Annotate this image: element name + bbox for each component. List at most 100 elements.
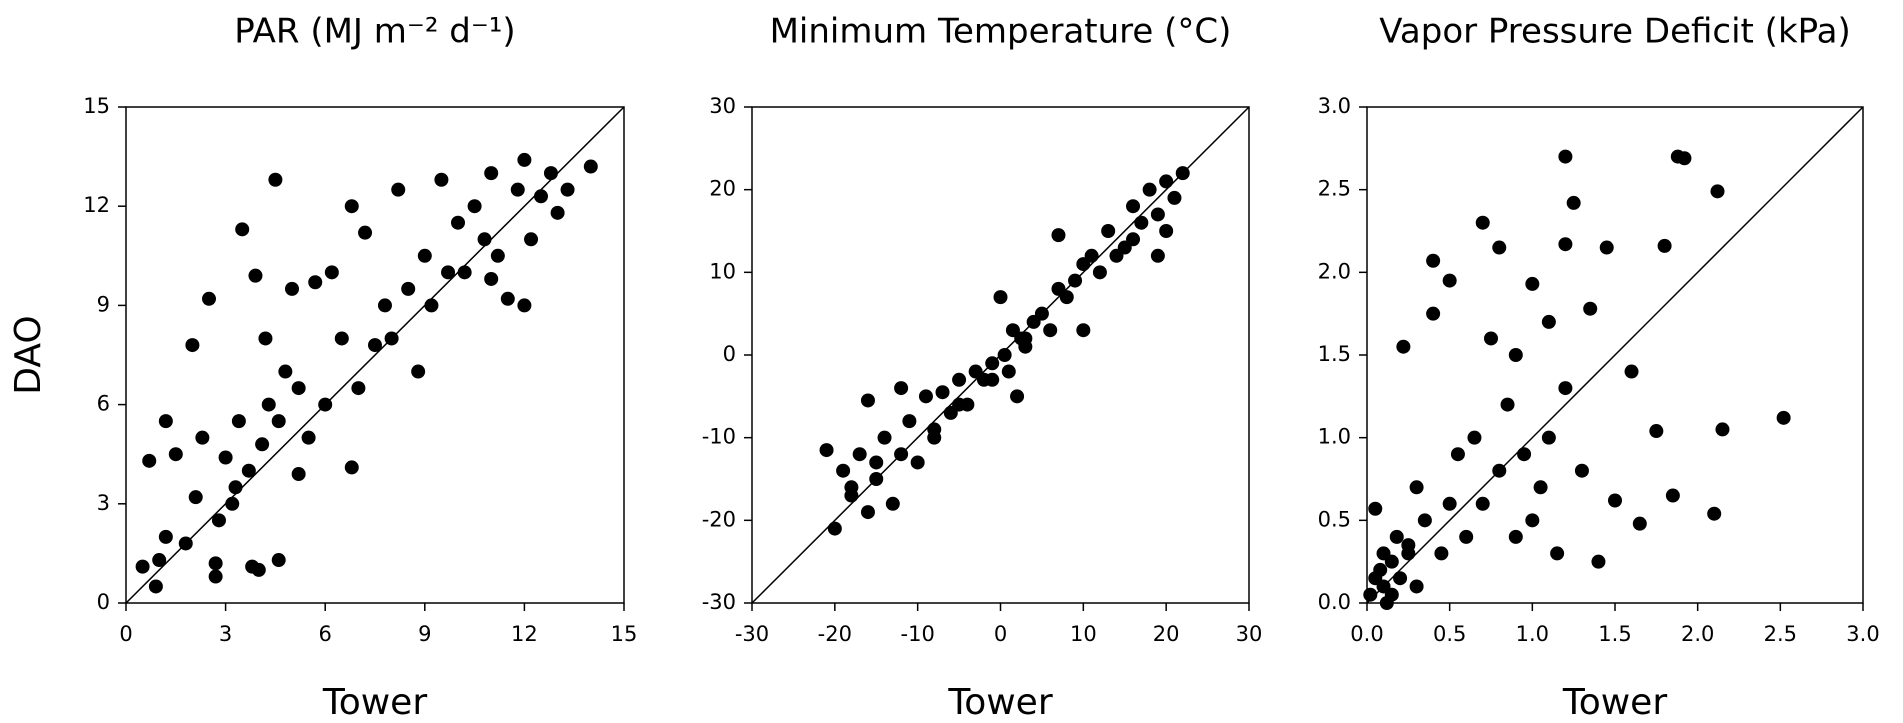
- data-point: [1677, 151, 1692, 166]
- data-point: [1558, 381, 1573, 396]
- data-point: [351, 381, 366, 396]
- data-point: [560, 182, 575, 197]
- data-point: [344, 199, 359, 214]
- data-point: [517, 152, 532, 167]
- data-point: [255, 437, 270, 452]
- x-axis-label: Tower: [947, 682, 1052, 723]
- x-tick-label: 2.0: [1681, 622, 1714, 646]
- data-point: [1134, 215, 1149, 230]
- data-point: [1150, 207, 1165, 222]
- data-point: [517, 298, 532, 313]
- data-point: [1632, 516, 1647, 531]
- data-point: [1508, 529, 1523, 544]
- data-point: [477, 232, 492, 247]
- data-point: [1710, 184, 1725, 199]
- data-point: [1624, 364, 1639, 379]
- data-point: [1442, 273, 1457, 288]
- data-point: [258, 331, 273, 346]
- data-point: [927, 422, 942, 437]
- data-point: [1409, 579, 1424, 594]
- data-point: [401, 281, 416, 296]
- data-point: [1159, 174, 1174, 189]
- data-point: [248, 268, 263, 283]
- x-tick-label: 2.5: [1764, 622, 1797, 646]
- data-point: [158, 414, 173, 429]
- data-point: [1043, 323, 1058, 338]
- data-point: [334, 331, 349, 346]
- data-point: [225, 496, 240, 511]
- data-point: [985, 356, 1000, 371]
- data-point: [344, 460, 359, 475]
- data-point: [524, 232, 539, 247]
- data-point: [441, 265, 456, 280]
- data-point: [424, 298, 439, 313]
- data-point: [1010, 389, 1025, 404]
- data-point: [188, 490, 203, 505]
- data-point: [1525, 513, 1540, 528]
- data-point: [1484, 331, 1498, 346]
- data-point: [534, 189, 548, 204]
- data-point: [1076, 257, 1091, 272]
- data-point: [1393, 571, 1408, 586]
- chart-title: PAR (MJ m⁻² d⁻¹): [234, 12, 515, 52]
- data-point: [1175, 166, 1190, 181]
- data-point: [1068, 273, 1083, 288]
- data-point: [985, 372, 1000, 387]
- data-point: [1566, 195, 1581, 210]
- data-point: [894, 381, 909, 396]
- y-tick-label: 3: [97, 491, 110, 515]
- data-point: [1500, 397, 1515, 412]
- y-axis-label: DAO: [8, 315, 49, 394]
- x-tick-label: -20: [818, 622, 852, 646]
- data-point: [484, 166, 499, 181]
- x-tick-label: 3: [219, 622, 232, 646]
- y-tick-label: 12: [83, 193, 110, 217]
- data-point: [1599, 240, 1614, 255]
- data-point: [1018, 331, 1033, 346]
- data-point: [1001, 364, 1016, 379]
- data-point: [510, 182, 525, 197]
- data-point: [952, 372, 967, 387]
- x-tick-label: 3.0: [1846, 622, 1879, 646]
- data-point: [148, 579, 163, 594]
- data-point: [1665, 488, 1680, 503]
- y-tick-label: 30: [709, 94, 736, 118]
- data-point: [1034, 306, 1049, 321]
- x-tick-label: 30: [1236, 622, 1263, 646]
- data-point: [1558, 237, 1573, 252]
- y-tick-label: 0.5: [1318, 507, 1351, 531]
- data-point: [1608, 493, 1622, 508]
- data-point: [1492, 463, 1507, 478]
- data-point: [168, 447, 183, 462]
- data-point: [500, 291, 515, 306]
- data-point: [1409, 480, 1424, 495]
- data-point: [543, 166, 558, 181]
- data-point: [902, 414, 917, 429]
- data-point: [1076, 323, 1091, 338]
- x-tick-label: 0: [119, 622, 132, 646]
- x-tick-label: 0: [994, 622, 1007, 646]
- identity-line: [1366, 106, 1864, 604]
- y-tick-label: 10: [709, 259, 736, 283]
- x-tick-label: -10: [901, 622, 935, 646]
- data-point: [1707, 506, 1722, 521]
- data-point: [852, 447, 867, 462]
- data-point: [1126, 199, 1141, 214]
- data-point: [245, 559, 260, 574]
- data-point: [1051, 228, 1066, 243]
- data-point: [1384, 587, 1399, 602]
- data-point: [1159, 224, 1174, 238]
- data-point: [869, 472, 884, 486]
- x-axis-label: Tower: [322, 682, 427, 723]
- data-point: [241, 463, 256, 478]
- data-point: [291, 381, 306, 396]
- data-point: [1384, 554, 1399, 569]
- data-point: [235, 222, 250, 237]
- chart-title: Vapor Pressure Deficit (kPa): [1379, 12, 1850, 52]
- data-point: [1475, 215, 1490, 230]
- data-point: [1401, 538, 1416, 553]
- data-point: [218, 450, 233, 465]
- data-point: [417, 248, 432, 263]
- data-point: [1126, 232, 1141, 247]
